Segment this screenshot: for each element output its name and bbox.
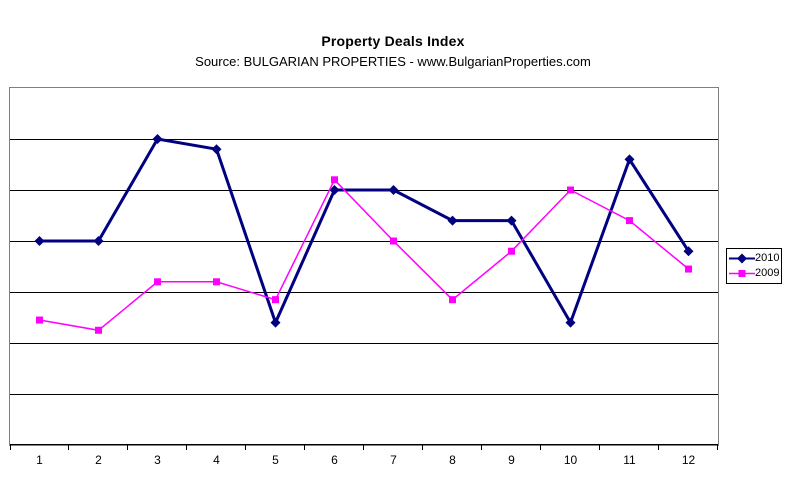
chart-subtitle: Source: BULGARIAN PROPERTIES - www.Bulga… — [195, 54, 591, 69]
legend-label-2010: 2010 — [755, 252, 780, 264]
diamond-marker-2010-1 — [34, 236, 45, 246]
legend: 2010 2009 — [726, 248, 782, 284]
plot-svg — [10, 134, 718, 450]
square-marker-2009-9 — [508, 247, 515, 255]
square-marker-2009-12 — [685, 265, 692, 273]
x-axis-label-7: 7 — [390, 453, 397, 467]
square-marker-legend-2009 — [738, 270, 746, 277]
square-marker-2009-3 — [154, 278, 161, 286]
plot-area — [9, 87, 719, 450]
legend-swatch-2009 — [729, 270, 755, 277]
diamond-marker-2010-12 — [683, 246, 694, 257]
square-marker-2009-10 — [567, 186, 574, 194]
legend-item-2009: 2009 — [729, 267, 779, 280]
x-axis-labels: 1 2 3 4 5 6 7 8 9 10 11 12 — [10, 453, 718, 467]
diamond-marker-2010-2 — [93, 236, 104, 246]
diamond-marker-2010-5 — [270, 317, 281, 328]
x-axis-label-6: 6 — [331, 453, 338, 467]
square-marker-2009-1 — [36, 316, 43, 324]
x-axis-label-8: 8 — [449, 453, 456, 467]
x-axis-label-10: 10 — [563, 453, 578, 467]
legend-swatch-2010 — [729, 253, 755, 264]
legend-item-2010: 2010 — [729, 252, 779, 265]
x-axis-label-5: 5 — [272, 453, 279, 467]
x-axis-label-3: 3 — [154, 453, 161, 467]
series-line-2010 — [39, 137, 690, 327]
diamond-marker-2010-11 — [624, 154, 635, 165]
square-marker-2009-8 — [449, 296, 456, 304]
diamond-marker-2010-8 — [447, 215, 458, 226]
diamond-marker-2010-7 — [388, 185, 399, 195]
chart-title: Property Deals Index — [321, 33, 465, 49]
x-axis-label-12: 12 — [681, 453, 696, 467]
diamond-marker-legend-2010 — [737, 253, 747, 264]
diamond-marker-2010-4 — [211, 144, 222, 155]
series-line-2009 — [39, 178, 689, 332]
x-axis-label-2: 2 — [95, 453, 102, 467]
diamond-marker-2010-6 — [329, 185, 340, 195]
square-marker-2009-2 — [95, 326, 102, 334]
square-marker-2009-4 — [213, 278, 220, 286]
legend-label-2009: 2009 — [755, 267, 780, 279]
diamond-marker-2010-10 — [565, 317, 576, 328]
square-marker-2009-5 — [272, 296, 279, 304]
x-axis-label-9: 9 — [508, 453, 515, 467]
square-marker-2009-6 — [331, 176, 338, 184]
diamond-marker-2010-9 — [506, 215, 517, 226]
x-axis-label-11: 11 — [623, 453, 636, 467]
square-marker-2009-7 — [390, 237, 397, 245]
x-axis-label-4: 4 — [213, 453, 220, 467]
square-marker-2009-11 — [626, 217, 633, 225]
x-axis-label-1: 1 — [36, 453, 43, 467]
diamond-marker-2010-3 — [152, 134, 163, 144]
